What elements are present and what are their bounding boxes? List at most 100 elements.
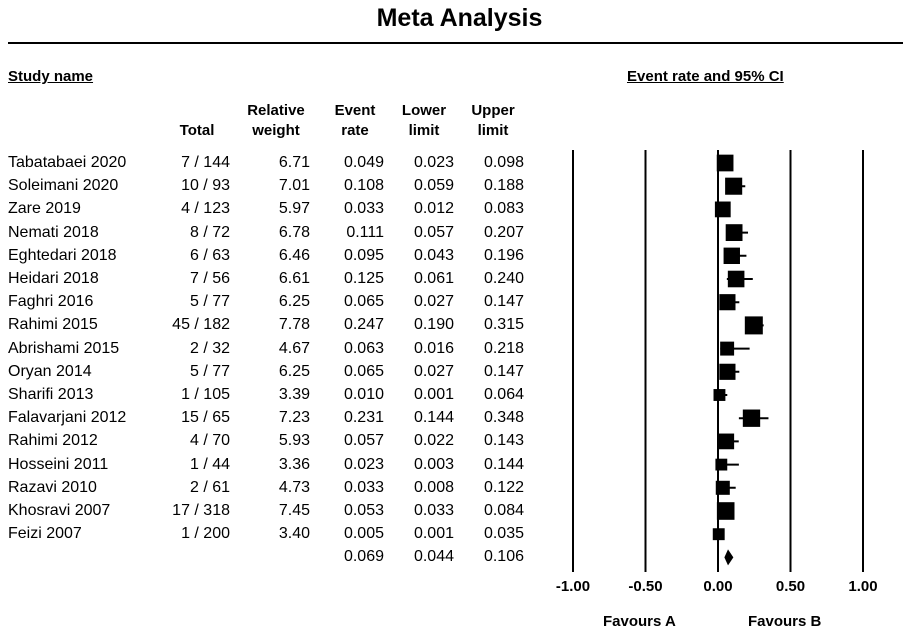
rate-header: Event rate bbox=[322, 101, 388, 141]
ci-header: Event rate and 95% CI bbox=[627, 68, 784, 85]
study-upper-cell: 0.315 bbox=[483, 316, 524, 334]
study-upper-cell: 0.207 bbox=[483, 223, 524, 241]
study-name-cell: Falavarjani 2012 bbox=[8, 409, 127, 427]
study-weight-cell: 7.23 bbox=[278, 409, 310, 427]
study-marker bbox=[712, 528, 725, 541]
study-marker bbox=[725, 224, 743, 242]
study-total-cell: 45 / 182 bbox=[172, 316, 230, 334]
study-total-cell: 4 / 70 bbox=[189, 432, 230, 450]
favours-a-label: Favours A bbox=[603, 613, 676, 630]
weight-header: Relative weight bbox=[236, 101, 316, 141]
study-total-cell: 1 / 200 bbox=[181, 525, 230, 543]
study-weight-cell: 3.40 bbox=[278, 525, 310, 543]
study-weight-cell: 4.67 bbox=[278, 339, 310, 357]
study-rate-cell: 0.111 bbox=[346, 223, 384, 241]
study-upper-cell: 0.083 bbox=[483, 200, 524, 218]
total-header: Total bbox=[167, 121, 227, 141]
favours-b-label: Favours B bbox=[748, 613, 822, 630]
study-total-cell: 5 / 77 bbox=[189, 293, 230, 311]
study-rate-cell: 0.125 bbox=[343, 270, 384, 287]
upper-header: Upper limit bbox=[460, 101, 526, 141]
study-rate-cell: 0.049 bbox=[343, 154, 384, 171]
study-name-cell: Hosseini 2011 bbox=[8, 455, 109, 473]
study-weight-cell: 6.46 bbox=[278, 246, 310, 264]
study-total-cell: 2 / 32 bbox=[189, 339, 230, 357]
study-name-cell: Oryan 2014 bbox=[8, 362, 92, 380]
study-lower-cell: 0.008 bbox=[413, 478, 454, 496]
study-lower-cell: 0.033 bbox=[413, 502, 454, 519]
lower-header-line-1: Lower bbox=[401, 102, 447, 119]
study-total-cell: 5 / 77 bbox=[189, 362, 230, 380]
lower-header: Lower limit bbox=[391, 101, 457, 141]
study-total-cell: 4 / 123 bbox=[181, 200, 230, 218]
title-divider bbox=[8, 42, 903, 44]
study-lower-cell: 0.043 bbox=[413, 246, 454, 264]
study-upper-cell: 0.084 bbox=[483, 502, 524, 519]
x-tick-label: 1.00 bbox=[848, 578, 877, 595]
study-lower-cell: 0.023 bbox=[413, 154, 454, 171]
study-name-cell: Rahimi 2012 bbox=[8, 432, 98, 450]
study-weight-cell: 7.78 bbox=[278, 316, 310, 334]
study-rate-cell: 0.053 bbox=[343, 502, 384, 519]
study-upper-cell: 0.035 bbox=[483, 525, 524, 543]
study-name-cell: Feizi 2007 bbox=[8, 525, 82, 543]
study-lower-cell: 0.027 bbox=[413, 293, 454, 311]
study-weight-cell: 6.71 bbox=[278, 154, 310, 171]
x-tick-label: -1.00 bbox=[556, 578, 590, 595]
study-upper-cell: 0.240 bbox=[483, 270, 524, 287]
study-lower-cell: 0.001 bbox=[413, 386, 454, 403]
study-upper-cell: 0.064 bbox=[483, 386, 524, 403]
study-name-cell: Razavi 2010 bbox=[8, 478, 97, 496]
study-rate-cell: 0.033 bbox=[343, 478, 384, 496]
study-marker bbox=[715, 458, 728, 471]
study-name-cell: Faghri 2016 bbox=[8, 293, 94, 311]
study-upper-cell: 0.348 bbox=[483, 409, 524, 427]
study-name-cell: Eghtedari 2018 bbox=[8, 246, 117, 264]
study-total-cell: 7 / 144 bbox=[181, 154, 230, 171]
study-rate-cell: 0.063 bbox=[343, 339, 384, 357]
summary-diamond bbox=[724, 549, 734, 566]
total-header-line: Total bbox=[179, 122, 215, 139]
study-rate-cell: 0.033 bbox=[343, 200, 384, 218]
study-rate-cell: 0.023 bbox=[343, 455, 384, 473]
upper-header-line-2: limit bbox=[477, 122, 509, 139]
study-weight-cell: 4.73 bbox=[278, 478, 310, 496]
study-total-cell: 1 / 105 bbox=[181, 386, 230, 403]
study-total-cell: 7 / 56 bbox=[189, 270, 230, 287]
study-marker bbox=[716, 502, 735, 520]
study-total-cell: 8 / 72 bbox=[189, 223, 230, 241]
study-lower-cell: 0.190 bbox=[413, 316, 454, 334]
study-lower-cell: 0.016 bbox=[413, 339, 454, 357]
study-upper-cell: 0.218 bbox=[483, 339, 524, 357]
study-weight-cell: 3.36 bbox=[278, 455, 310, 473]
x-tick-label: 0.50 bbox=[776, 578, 805, 595]
study-lower-cell: 0.027 bbox=[413, 362, 454, 380]
study-name-cell: Sharifi 2013 bbox=[8, 386, 94, 403]
summary-rate-cell: 0.069 bbox=[343, 548, 384, 566]
study-lower-cell: 0.144 bbox=[413, 409, 454, 427]
summary-upper-cell: 0.106 bbox=[483, 548, 524, 566]
chart-title: Meta Analysis bbox=[376, 4, 543, 32]
x-tick-label: 0.00 bbox=[703, 578, 732, 595]
study-lower-cell: 0.001 bbox=[413, 525, 454, 543]
study-weight-cell: 6.25 bbox=[278, 362, 310, 380]
study-weight-cell: 3.39 bbox=[278, 386, 310, 403]
study-name-cell: Tabatabaei 2020 bbox=[8, 154, 127, 171]
study-upper-cell: 0.122 bbox=[483, 478, 524, 496]
study-name-cell: Nemati 2018 bbox=[8, 223, 99, 241]
study-marker bbox=[742, 409, 761, 427]
study-marker bbox=[713, 389, 726, 401]
study-weight-cell: 6.78 bbox=[278, 223, 310, 241]
study-marker bbox=[727, 270, 745, 288]
study-rate-cell: 0.010 bbox=[343, 386, 384, 403]
lower-header-line-2: limit bbox=[408, 122, 440, 139]
study-marker bbox=[719, 294, 736, 311]
study-rate-cell: 0.057 bbox=[343, 432, 384, 450]
study-upper-cell: 0.188 bbox=[483, 177, 524, 195]
rate-header-line-1: Event bbox=[334, 102, 376, 119]
study-weight-cell: 6.25 bbox=[278, 293, 310, 311]
study-marker bbox=[744, 316, 763, 335]
study-total-cell: 15 / 65 bbox=[181, 409, 230, 427]
study-weight-cell: 7.01 bbox=[278, 177, 310, 195]
upper-header-line-1: Upper bbox=[471, 102, 515, 119]
